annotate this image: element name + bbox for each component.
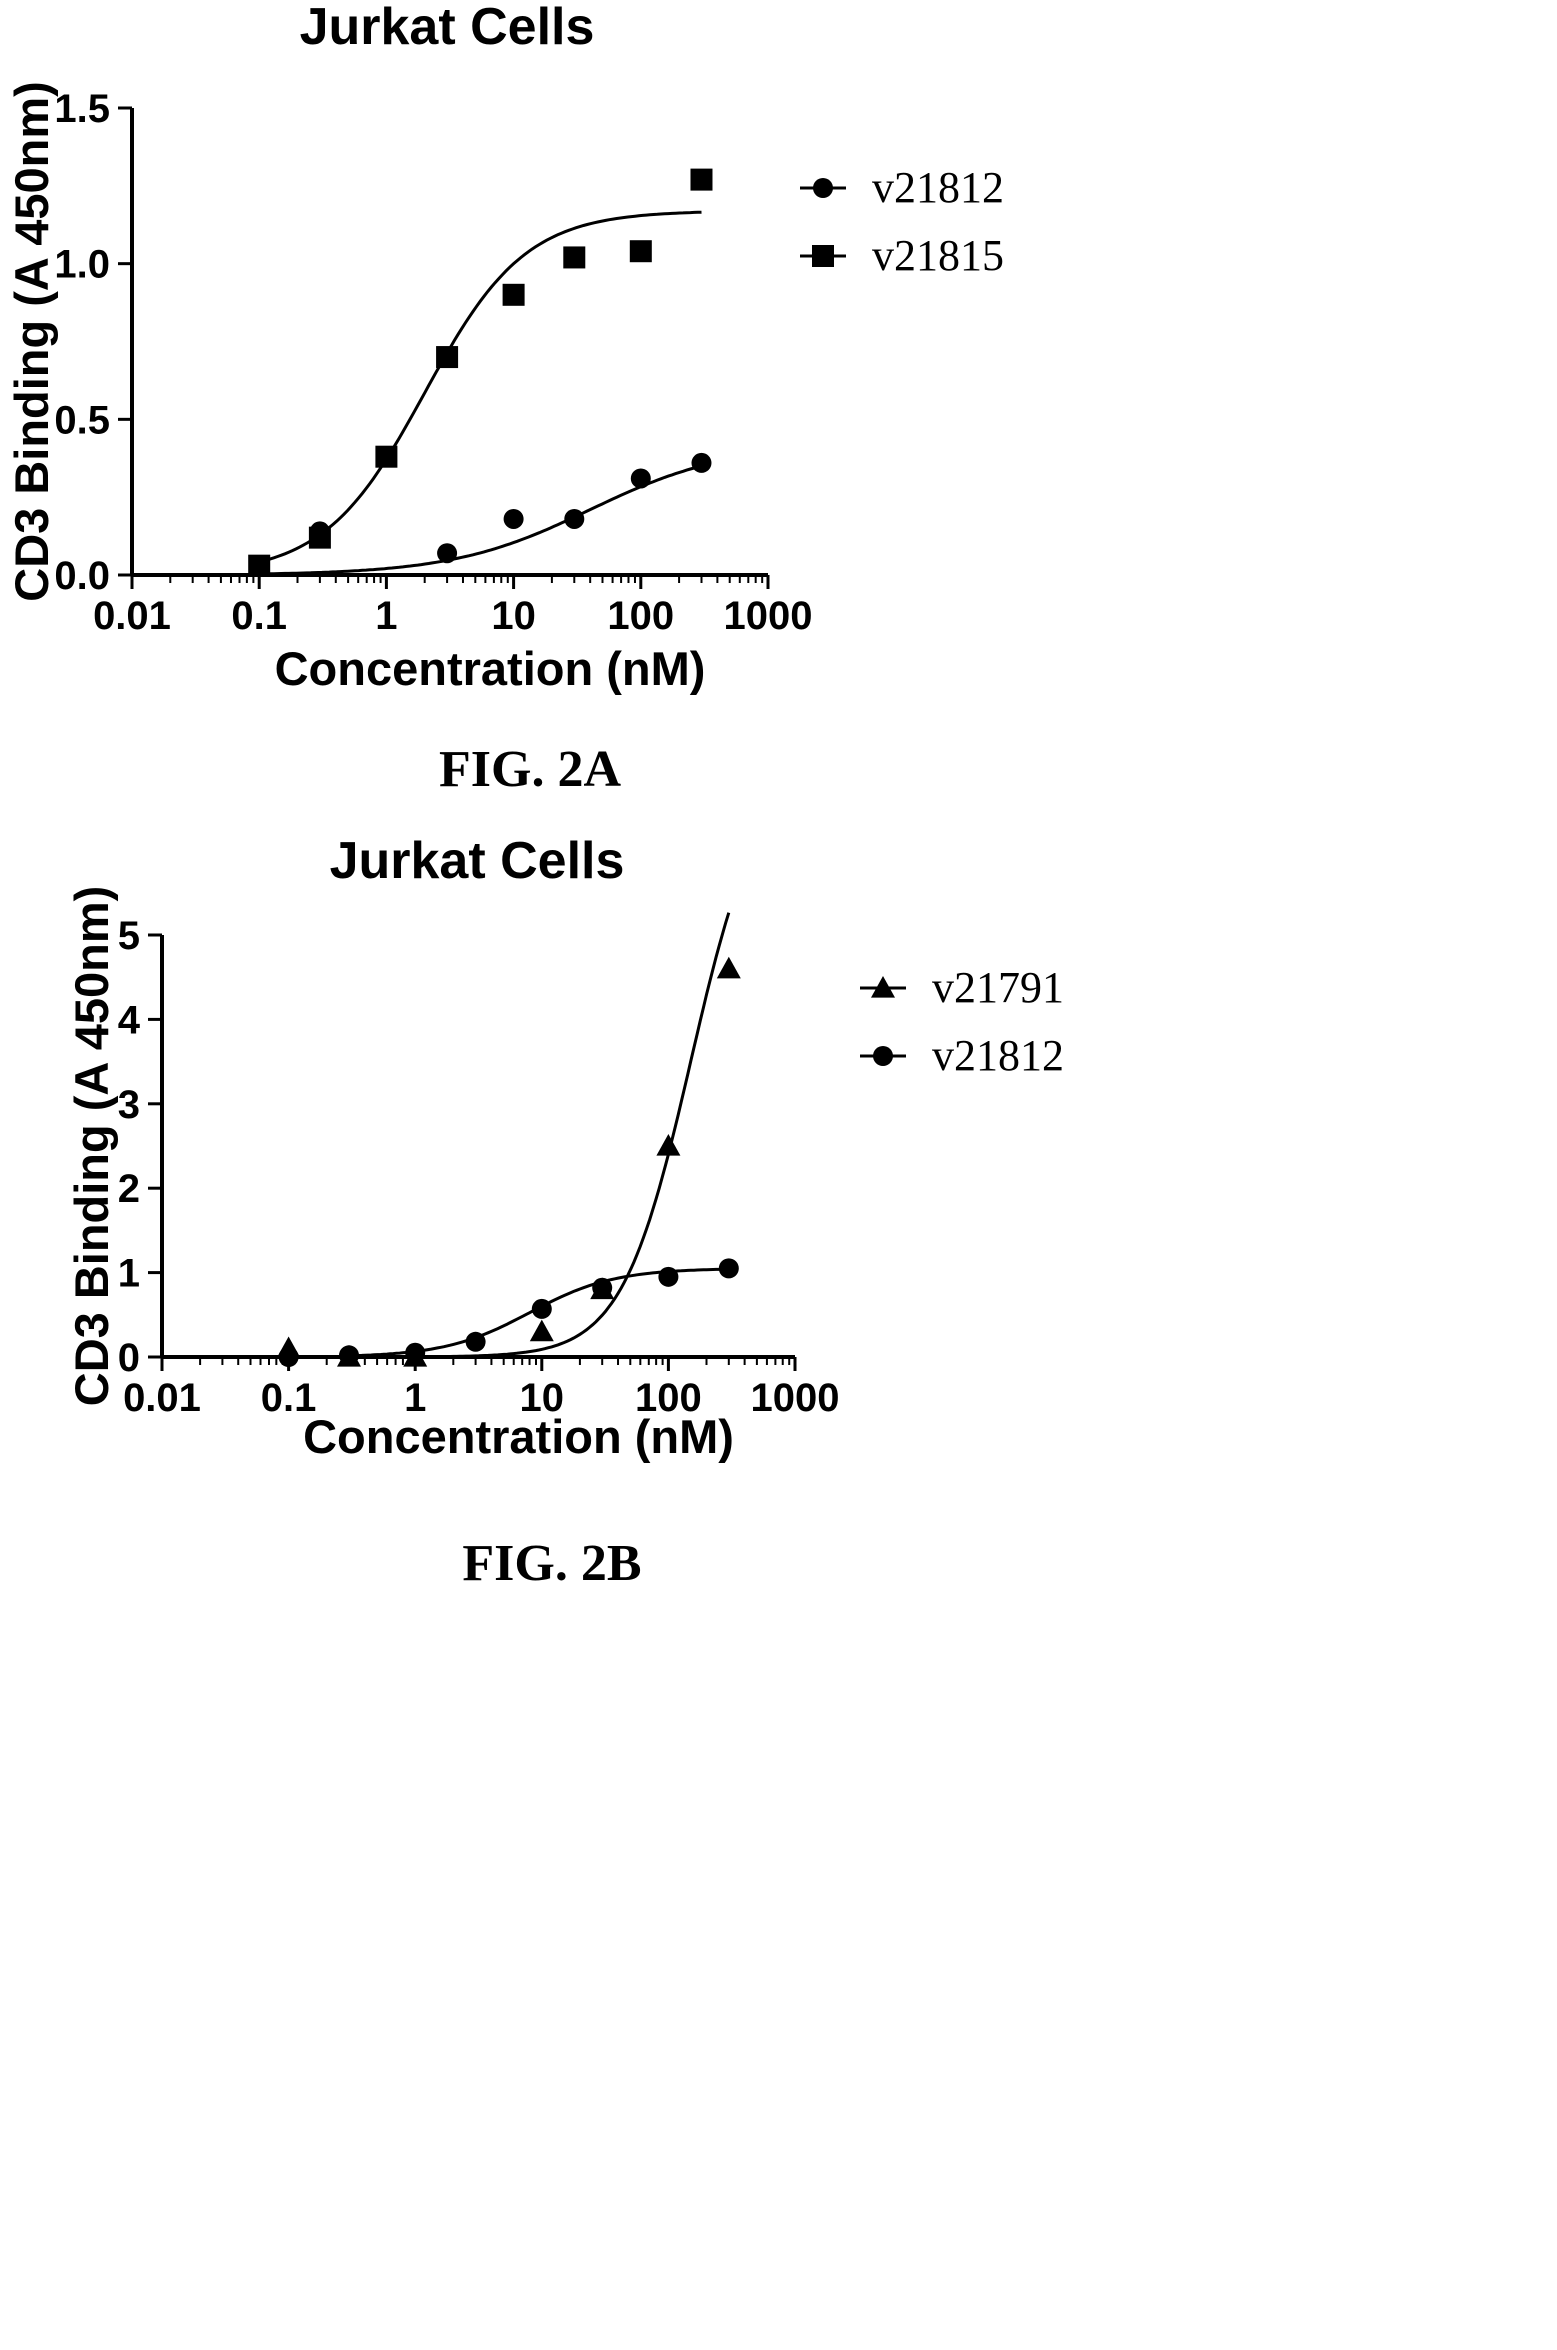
series-v21812 [278, 1258, 739, 1367]
series-v21791 [276, 912, 741, 1367]
x-tick-label: 100 [607, 594, 674, 638]
legend-item-v21815: v21815 [800, 231, 1004, 280]
y-tick-label: 0.5 [54, 398, 110, 442]
data-point-v21812 [339, 1345, 360, 1366]
fit-curve-v21791 [349, 912, 731, 1359]
data-point-v21815 [690, 168, 713, 191]
y-tick-label: 4 [118, 998, 141, 1042]
data-point-v21815 [308, 526, 331, 549]
y-tick-label: 2 [118, 1167, 140, 1211]
legend-item-v21791: v21791 [860, 963, 1064, 1012]
data-point-v21812 [718, 1258, 739, 1279]
x-tick-label: 0.01 [93, 594, 171, 638]
x-tick-label: 1 [375, 594, 397, 638]
data-point-v21815 [375, 445, 398, 468]
data-point-v21812 [503, 508, 524, 529]
x-tick-label: 10 [520, 1376, 565, 1420]
data-point-v21812 [691, 452, 712, 473]
figure-caption: FIG. 2B [462, 1535, 641, 1592]
data-point-v21812 [592, 1277, 613, 1298]
data-point-v21815 [563, 246, 586, 269]
x-tick-label: 10 [491, 594, 536, 638]
y-axis-label: CD3 Binding (A 450nm) [65, 886, 118, 1407]
y-tick-label: 1.0 [54, 243, 110, 287]
x-tick-label: 100 [635, 1376, 702, 1420]
x-axis-label: Concentration (nM) [275, 642, 706, 695]
y-axis-label: CD3 Binding (A 450nm) [5, 81, 58, 602]
data-point-v21812 [437, 543, 458, 564]
legend-marker-square [812, 245, 834, 267]
data-point-v21791 [529, 1319, 554, 1342]
data-point-v21812 [658, 1266, 679, 1287]
legend-item-v21812: v21812 [860, 1031, 1064, 1080]
legend-marker-circle [873, 1046, 893, 1066]
data-point-v21812 [531, 1298, 552, 1319]
y-tick-label: 1 [118, 1252, 140, 1296]
data-point-v21815 [502, 283, 525, 306]
data-point-v21812 [465, 1331, 486, 1352]
y-tick-label: 5 [118, 914, 140, 958]
legend-item-v21812: v21812 [800, 163, 1004, 212]
data-point-v21791 [716, 956, 741, 979]
x-tick-label: 0.1 [261, 1376, 317, 1420]
x-tick-label: 1 [404, 1376, 426, 1420]
fit-curve-v21812 [259, 464, 702, 576]
y-tick-label: 1.5 [54, 87, 110, 131]
data-point-v21815 [629, 240, 652, 263]
chart-title: Jurkat Cells [300, 0, 595, 56]
x-tick-label: 0.1 [231, 594, 287, 638]
chart-fig-2b: Jurkat Cells 0.01 0.1 1 10 100 1000 0 1 2 3 4 5 Conce… [65, 832, 1064, 1592]
y-tick-label: 0.0 [54, 554, 110, 598]
x-axis-label: Concentration (nM) [303, 1410, 734, 1463]
series-v21815 [248, 168, 713, 577]
y-tick-label: 3 [118, 1083, 140, 1127]
data-point-v21812 [278, 1347, 299, 1367]
x-tick-label: 1000 [751, 1376, 840, 1420]
data-point-v21812 [564, 508, 585, 529]
figure-caption: FIG. 2A [439, 741, 621, 798]
data-point-v21812 [630, 468, 651, 489]
legend-label: v21812 [872, 163, 1004, 212]
legend-marker-circle [813, 178, 833, 198]
legend-label: v21815 [872, 231, 1004, 280]
fit-curve-v21815 [258, 210, 702, 564]
chart-fig-2a: Jurkat Cells 0.01 0.1 1 10 100 1000 0.0 0.5 1.0 1.… [5, 0, 1004, 798]
data-point-v21815 [436, 346, 459, 369]
x-tick-label: 1000 [724, 594, 813, 638]
legend-label: v21812 [932, 1031, 1064, 1080]
series-v21812 [259, 452, 712, 576]
chart-title: Jurkat Cells [330, 832, 625, 890]
data-point-v21791 [656, 1134, 681, 1156]
y-tick-label: 0 [118, 1336, 140, 1380]
legend-marker-triangle [871, 976, 895, 998]
data-point-v21815 [248, 554, 271, 577]
data-point-v21812 [405, 1342, 426, 1363]
x-tick-label: 0.01 [123, 1376, 201, 1420]
legend-label: v21791 [932, 963, 1064, 1012]
